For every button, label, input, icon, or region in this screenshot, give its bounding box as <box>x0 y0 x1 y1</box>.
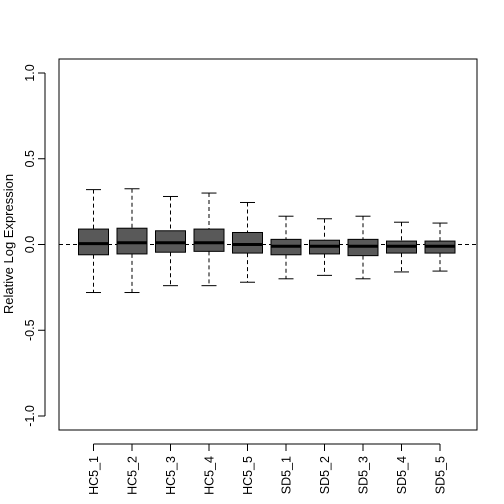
box-sd5-1 <box>270 215 302 280</box>
iqr-box <box>116 227 148 255</box>
y-tick-label: 1.0 <box>23 64 37 81</box>
x-tick-label: HC5_1 <box>87 456 101 495</box>
x-tick-label: SD5_3 <box>357 456 371 494</box>
box-sd5-2 <box>309 218 340 276</box>
box-sd5-3 <box>347 215 379 280</box>
iqr-box <box>78 228 109 256</box>
x-tick-label: SD5_4 <box>395 456 409 494</box>
x-tick-label: SD5_5 <box>434 456 448 494</box>
x-tick-label: SD5_1 <box>280 456 294 494</box>
box-hc5-5 <box>232 201 263 283</box>
y-tick-label: -0.5 <box>23 319 37 341</box>
box-hc5-4 <box>193 192 225 287</box>
iqr-box <box>193 228 225 252</box>
x-tick-label: HC5_4 <box>203 456 217 495</box>
x-tick-label: HC5_2 <box>126 456 140 495</box>
box-hc5-1 <box>78 189 109 294</box>
x-tick-label: SD5_2 <box>318 456 332 494</box>
y-axis-label: Relative Log Expression <box>1 174 16 314</box>
x-tick-label: HC5_3 <box>164 456 178 495</box>
y-axis: -1.0 -0.5 0.0 0.5 1.0 <box>23 64 46 427</box>
box-hc5-2 <box>116 188 148 294</box>
box-sd5-5 <box>424 222 456 272</box>
x-axis: HC5_1 HC5_2 HC5_3 HC5_4 HC5_5 SD5_1 SD5_2 SD5_3… <box>87 443 448 495</box>
boxes-group <box>78 188 456 294</box>
box-sd5-4 <box>386 221 417 273</box>
y-tick-label: -1.0 <box>23 405 37 427</box>
y-tick-label: 0.5 <box>23 150 37 167</box>
box-hc5-3 <box>155 195 186 287</box>
x-tick-label: HC5_5 <box>241 456 255 495</box>
iqr-box <box>232 231 263 254</box>
y-tick-label: 0.0 <box>23 236 37 253</box>
